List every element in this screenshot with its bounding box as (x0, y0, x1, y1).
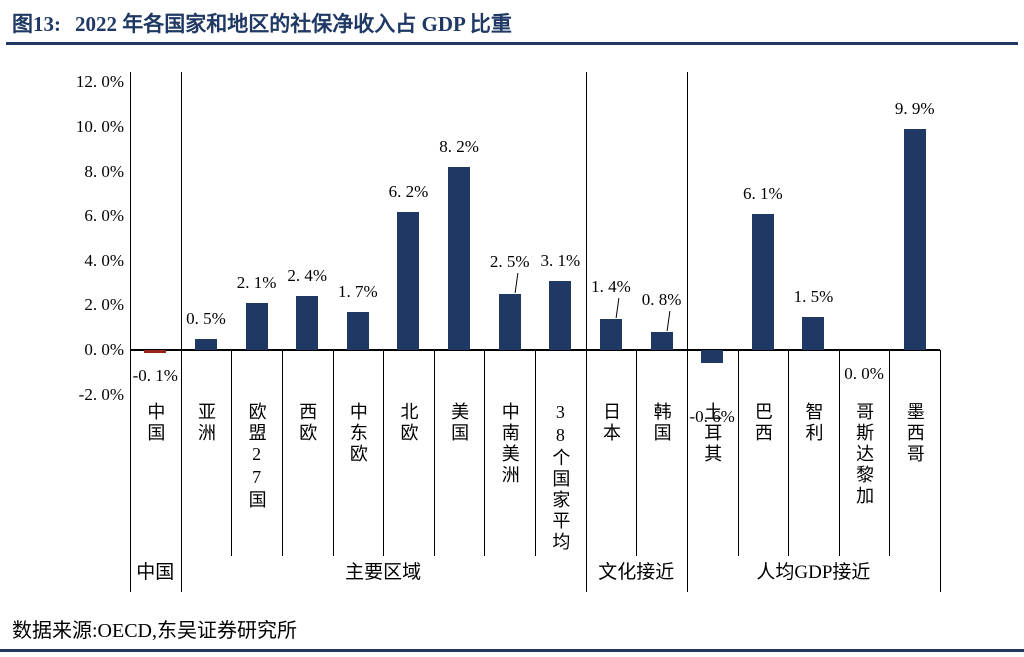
label-leader-line (514, 273, 519, 294)
bar-智利 (802, 316, 825, 350)
bar-墨西哥 (903, 129, 926, 350)
value-label: 9. 9% (894, 99, 935, 119)
y-axis-tick-label: -2. 0% (78, 384, 124, 404)
y-axis-tick-label: 10. 0% (75, 117, 124, 136)
value-label: 2. 4% (287, 266, 328, 286)
group-divider (686, 72, 688, 592)
category-label: 土耳其 (702, 402, 723, 465)
category-tick (383, 350, 385, 556)
y-axis-tick-label: 8. 0% (84, 161, 124, 181)
value-label: 1. 4% (591, 276, 631, 296)
bar-亚洲 (194, 338, 217, 350)
category-label: 墨西哥 (904, 402, 925, 465)
category-label: 日本 (600, 402, 621, 444)
figure-number-label: 图13: (12, 12, 61, 36)
plot-end-line (940, 350, 941, 592)
category-label: 韩国 (651, 402, 672, 444)
y-axis-tick-label: 4. 0% (84, 250, 124, 270)
bar-美国 (448, 167, 471, 350)
bar-韩国 (650, 332, 673, 350)
category-label: 中东欧 (347, 402, 368, 465)
category-label: 巴西 (752, 402, 773, 444)
y-axis-tick-label: 0. 0% (84, 340, 124, 359)
category-tick (636, 350, 638, 556)
category-tick (332, 350, 334, 556)
bar-中国 (144, 350, 167, 353)
value-label: 0. 8% (641, 290, 682, 310)
group-label: 中国 (136, 562, 175, 583)
value-label: 0. 0% (844, 364, 884, 383)
category-tick (484, 350, 486, 556)
category-label: 欧盟27国 (246, 402, 267, 511)
category-tick (889, 350, 891, 556)
bar-巴西 (751, 213, 774, 350)
group-divider (585, 72, 587, 592)
group-label: 主要区域 (345, 562, 422, 583)
category-label: 38个国家平均 (550, 402, 571, 553)
value-label: 6. 2% (388, 181, 429, 201)
group-label: 文化接近 (598, 562, 675, 583)
category-tick (281, 350, 283, 556)
value-label: 1. 5% (793, 286, 834, 306)
category-label: 哥斯达黎加 (854, 402, 875, 507)
category-tick (788, 350, 790, 556)
value-label: 3. 1% (540, 250, 581, 270)
bar-中南美洲 (498, 294, 521, 350)
value-label: 1. 7% (337, 282, 378, 302)
category-label: 中南美洲 (499, 402, 520, 486)
value-label: 2. 5% (489, 252, 530, 272)
category-tick (737, 350, 739, 556)
category-label: 美国 (449, 402, 470, 444)
category-label: 亚洲 (195, 402, 216, 444)
bar-日本 (599, 318, 622, 350)
bar-西欧 (296, 296, 319, 350)
value-label: 6. 1% (742, 183, 783, 203)
category-tick (231, 350, 233, 556)
bar-中东欧 (346, 312, 369, 350)
category-tick (535, 350, 536, 556)
bar-土耳其 (701, 350, 724, 364)
figure-title-text: 2022 年各国家和地区的社保净收入占 GDP 比重 (75, 12, 512, 36)
group-divider (180, 72, 182, 592)
value-label: 8. 2% (439, 137, 479, 157)
bottom-rule (0, 649, 1024, 652)
bar-38个国家平均 (549, 280, 572, 350)
value-label: -0. 6% (689, 407, 735, 427)
category-tick (838, 350, 840, 556)
category-label: 中国 (145, 402, 166, 444)
bar-北欧 (397, 211, 420, 350)
y-axis-tick-label: 12. 0% (75, 72, 124, 92)
value-label: 2. 1% (236, 273, 277, 293)
value-label: -0. 1% (132, 366, 178, 386)
category-label: 西欧 (297, 402, 318, 444)
y-axis-tick-label: 6. 0% (84, 206, 124, 226)
figure-title: 图13: 2022 年各国家和地区的社保净收入占 GDP 比重 (12, 8, 512, 38)
y-axis-tick-label: 2. 0% (84, 295, 124, 315)
label-leader-line (615, 297, 620, 318)
category-tick (433, 350, 435, 556)
category-label: 北欧 (398, 402, 419, 444)
label-leader-line (666, 311, 670, 332)
bar-欧盟27国 (245, 303, 268, 350)
title-underline-rule (6, 42, 1018, 45)
y-axis-line (130, 72, 131, 592)
category-label: 智利 (803, 402, 824, 444)
source-note: 数据来源:OECD,东吴证券研究所 (12, 620, 297, 642)
value-label: 0. 5% (186, 308, 226, 328)
group-label: 人均GDP接近 (756, 562, 871, 583)
